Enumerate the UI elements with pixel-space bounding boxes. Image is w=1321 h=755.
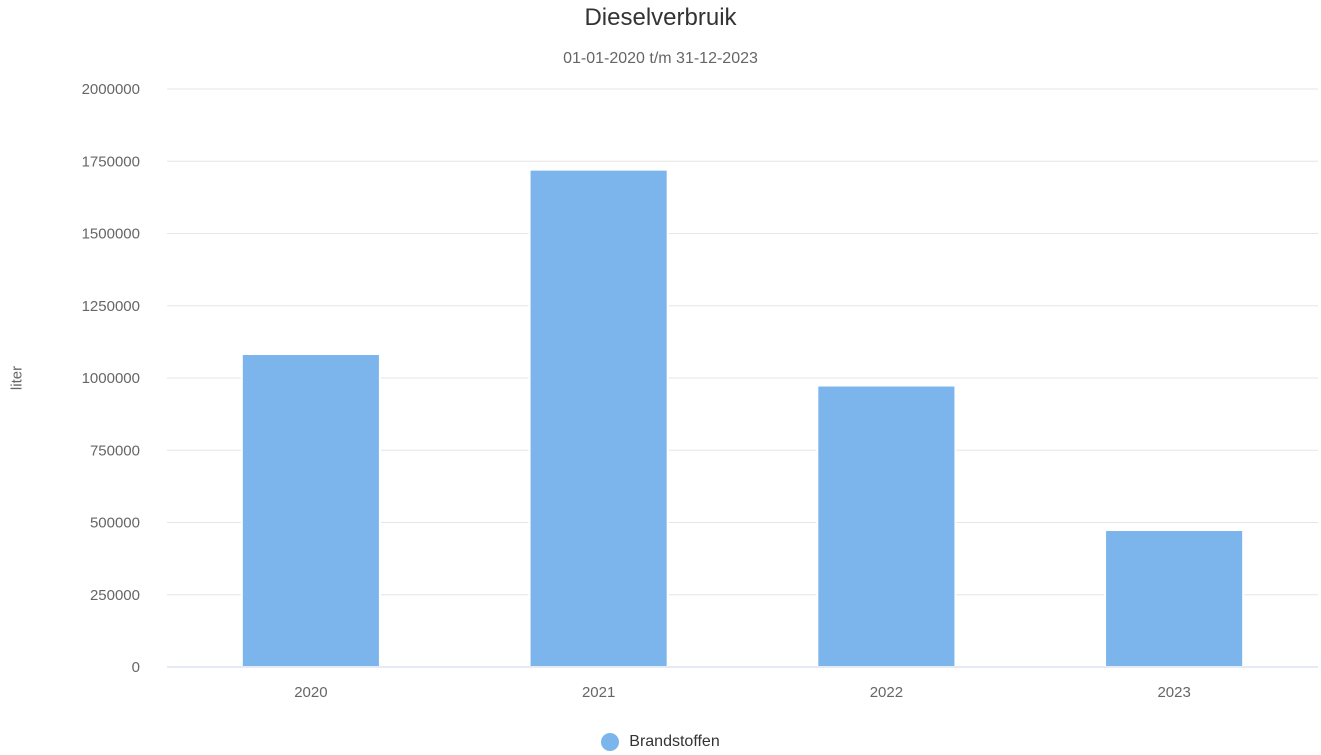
x-tick-label-2023: 2023 — [1157, 684, 1190, 701]
bar-2022[interactable] — [816, 384, 957, 668]
bars — [240, 168, 1245, 668]
x-tick-label-2021: 2021 — [582, 684, 615, 701]
legend-swatch-brandstoffen — [601, 733, 620, 751]
y-tick-label: 750000 — [90, 442, 140, 459]
chart-subtitle: 01-01-2020 t/m 31-12-2023 — [563, 50, 758, 67]
y-tick-labels: 0 250000 500000 750000 1000000 1250000 1500000… — [82, 81, 140, 676]
x-tick-label-2022: 2022 — [870, 684, 903, 701]
y-tick-label: 2000000 — [82, 81, 140, 98]
legend[interactable]: Brandstoffen — [0, 733, 1321, 751]
chart-title: Dieselverbruik — [584, 4, 737, 31]
bar-2020[interactable] — [240, 353, 381, 668]
x-tick-labels: 2020 2021 2022 2023 — [294, 684, 1191, 701]
y-tick-label: 250000 — [90, 587, 140, 604]
y-tick-label: 1750000 — [82, 153, 140, 170]
bar-2021[interactable] — [528, 168, 669, 668]
y-tick-label: 0 — [132, 659, 140, 676]
legend-label-brandstoffen[interactable]: Brandstoffen — [629, 733, 720, 750]
y-tick-label: 1500000 — [82, 226, 140, 243]
y-tick-label: 500000 — [90, 515, 140, 532]
y-tick-label: 1250000 — [82, 298, 140, 315]
y-tick-label: 1000000 — [82, 370, 140, 387]
bar-2023[interactable] — [1104, 529, 1245, 668]
x-tick-label-2020: 2020 — [294, 684, 327, 701]
